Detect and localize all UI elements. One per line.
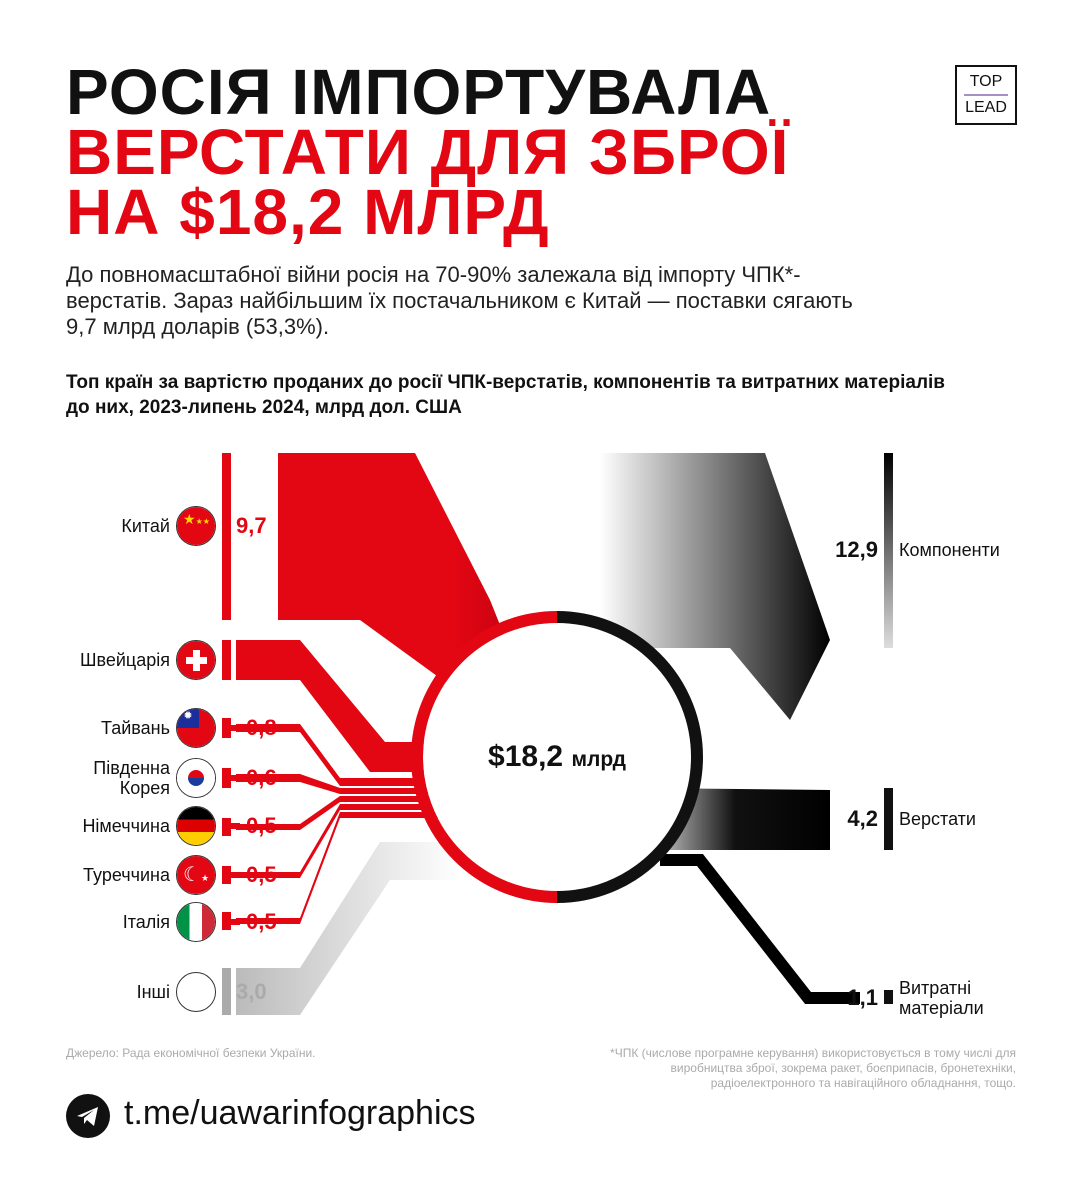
- source-bar-blank: [222, 968, 231, 1015]
- title-line-1: РОСІЯ ІМПОРТУВАЛА: [66, 56, 772, 128]
- source-value: 2,6: [236, 647, 267, 672]
- blank-flag-icon: [176, 972, 216, 1012]
- telegram-link[interactable]: t.me/uawarinfographics: [124, 1094, 476, 1132]
- source-label: Тайвань: [101, 718, 170, 738]
- source-connector: [224, 872, 240, 878]
- source-label: Південна Корея: [93, 758, 170, 798]
- south-korea-flag-icon: [176, 758, 216, 798]
- center-ring-black: [556, 611, 703, 903]
- germany-flag-icon: [176, 806, 216, 846]
- source-value: 3,0: [236, 979, 267, 1004]
- target-value: 1,1: [847, 985, 878, 1010]
- target-label: Верстати: [899, 809, 976, 829]
- title-line-3: НА $18,2 МЛРД: [66, 176, 550, 248]
- switzerland-flag-icon: [176, 640, 216, 680]
- chart-title: Топ країн за вартістю проданих до росії …: [66, 372, 945, 418]
- target-value: 12,9: [835, 537, 878, 562]
- target-label: Витратні матеріали: [899, 978, 984, 1018]
- flow-switzerland: [236, 640, 460, 772]
- source-value: 0,5: [246, 909, 277, 934]
- flow-others: [236, 842, 460, 1015]
- taiwan-flag-icon: ✹: [176, 708, 216, 748]
- footnote: *ЧПК (числове програмне керування) викор…: [610, 1046, 1016, 1090]
- target-bar-machines: [884, 788, 893, 850]
- china-flag-icon: ★★★: [176, 506, 216, 546]
- source-label: Німеччина: [82, 816, 170, 836]
- center-ring-red: [411, 611, 558, 903]
- toplead-logo: TOP LEAD: [955, 65, 1017, 125]
- target-label: Компоненти: [899, 540, 1000, 560]
- source-label: Китай: [121, 516, 170, 536]
- source-value: 0,8: [246, 715, 277, 740]
- source-value: 0,5: [246, 813, 277, 838]
- target-bar-components: [884, 453, 893, 648]
- target-bar-consumables: [884, 990, 893, 1004]
- total-label: $18,2 млрд: [488, 740, 626, 773]
- source-connector: [224, 823, 240, 829]
- italy-flag-icon: [176, 902, 216, 942]
- flow-components: [600, 453, 830, 720]
- turkey-flag-icon: ☾★: [176, 855, 216, 895]
- source-bar-china-flag: [222, 453, 231, 620]
- source-label: Швейцарія: [80, 650, 170, 670]
- source-connector: [224, 775, 240, 781]
- source-note: Джерело: Рада економічної безпеки Україн…: [66, 1046, 316, 1060]
- source-bar-switzerland-flag: [222, 640, 231, 680]
- source-connector: [224, 919, 240, 925]
- center-circle: [423, 623, 691, 891]
- flow-china: [278, 453, 530, 700]
- source-value: 9,7: [236, 513, 267, 538]
- source-label: Туреччина: [83, 865, 170, 885]
- source-connector: [224, 725, 240, 731]
- source-value: 0,6: [246, 765, 277, 790]
- title-line-2: ВЕРСТАТИ ДЛЯ ЗБРОЇ: [66, 116, 790, 188]
- telegram-icon[interactable]: [66, 1094, 110, 1138]
- target-value: 4,2: [847, 806, 878, 831]
- source-label: Інші: [136, 982, 170, 1002]
- source-value: 0,5: [246, 862, 277, 887]
- subtitle: До повномасштабної війни росія на 70-90%…: [66, 262, 853, 339]
- source-label: Італія: [122, 912, 170, 932]
- flow-south-korea: [236, 774, 460, 794]
- flow-consumables: [660, 854, 860, 1004]
